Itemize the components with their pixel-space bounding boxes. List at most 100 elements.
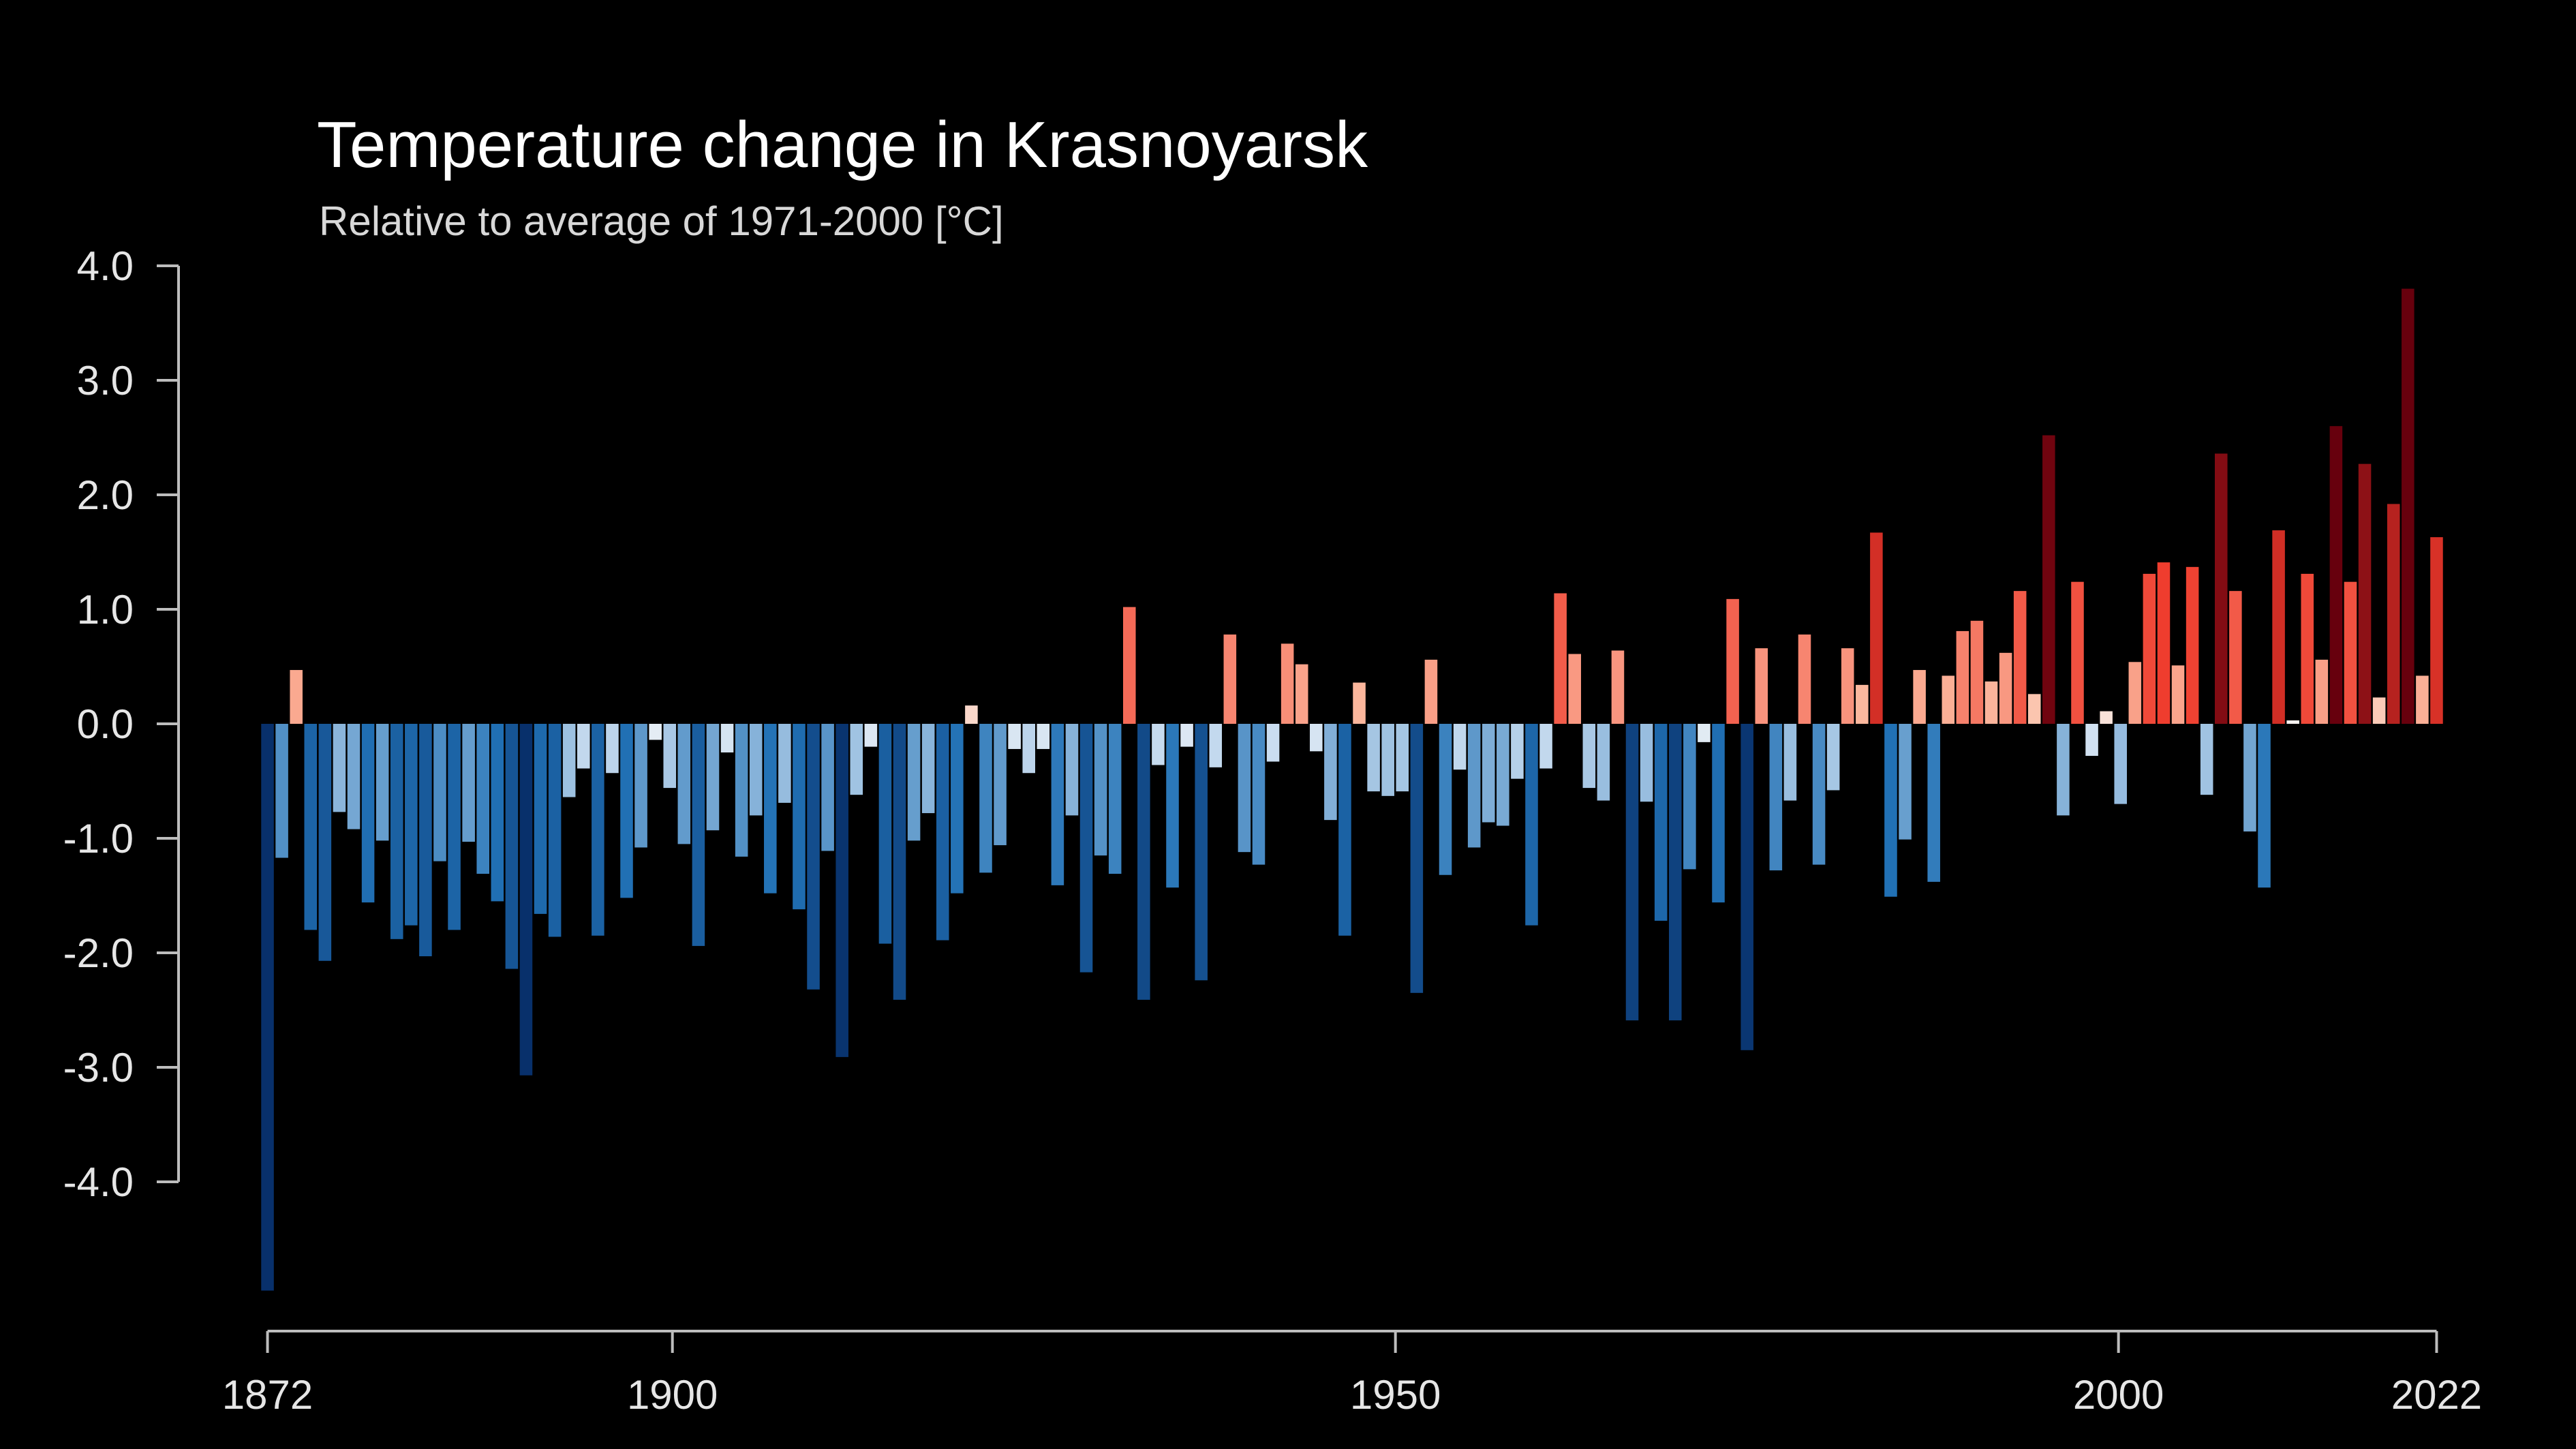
bar-1909 [793, 724, 806, 910]
bar-1917 [907, 724, 921, 841]
chart-subtitle: Relative to average of 1971-2000 [°C] [319, 198, 1004, 244]
bar-2021 [2402, 288, 2414, 724]
bar-1881 [390, 724, 403, 939]
bar-2014 [2301, 573, 2314, 724]
bar-1946 [1324, 724, 1337, 821]
bar-1932 [1123, 607, 1136, 724]
bar-1887 [476, 724, 489, 874]
x-tick-label: 1950 [1350, 1372, 1441, 1418]
bar-1945 [1310, 724, 1323, 752]
bar-1994 [2013, 591, 2027, 724]
bar-1895 [592, 724, 604, 936]
bar-1964 [1582, 724, 1596, 789]
bar-2017 [2344, 581, 2357, 724]
bar-1919 [936, 724, 949, 941]
bar-1910 [807, 724, 820, 990]
bar-1913 [850, 724, 863, 795]
bar-1942 [1266, 724, 1280, 762]
bar-1992 [1984, 681, 1998, 724]
bar-1958 [1497, 724, 1509, 826]
bar-1984 [1870, 532, 1883, 724]
bar-2010 [2243, 724, 2256, 832]
bar-1953 [1424, 659, 1438, 724]
bar-1999 [2085, 724, 2098, 757]
bar-2022 [2416, 675, 2429, 724]
bar-1903 [706, 724, 720, 831]
bar-1914 [864, 724, 878, 747]
bar-1877 [333, 724, 346, 812]
bar-1878 [347, 724, 361, 829]
bar-1874 [290, 670, 303, 724]
bar-1950 [1381, 724, 1394, 796]
bar-1899 [649, 724, 662, 740]
chart-title: Temperature change in Krasnoyarsk [317, 108, 1368, 181]
bar-1928 [1065, 724, 1079, 816]
bar-1920 [951, 724, 964, 894]
bar-1925 [1022, 724, 1035, 774]
y-tick-label: 1.0 [77, 587, 134, 632]
bar-1968 [1640, 724, 1653, 802]
bar-1927 [1051, 724, 1064, 885]
y-tick-label: -4.0 [63, 1159, 134, 1205]
bar-1955 [1453, 724, 1467, 770]
bar-1906 [749, 724, 763, 816]
bar-1965 [1597, 724, 1610, 801]
bar-1961 [1539, 724, 1552, 769]
bar-1921 [965, 705, 978, 724]
bar-2004 [2157, 562, 2171, 724]
bar-1948 [1353, 682, 1366, 724]
bar-1936 [1180, 724, 1193, 747]
bar-1971 [1683, 724, 1696, 870]
bar-1963 [1568, 654, 1581, 724]
bar-1915 [878, 724, 892, 944]
y-tick-label: 4.0 [77, 243, 134, 289]
y-tick-label: -2.0 [63, 930, 134, 976]
bar-1951 [1396, 724, 1409, 792]
bar-1960 [1525, 724, 1538, 926]
bar-2005 [2171, 665, 2185, 724]
bar-2012 [2272, 530, 2285, 724]
bar-1969 [1654, 724, 1668, 921]
bar-1988 [1927, 724, 1940, 882]
bar-1900 [663, 724, 677, 789]
bar-2023 [2430, 537, 2443, 724]
bar-1997 [2057, 724, 2070, 816]
bar-2002 [2128, 662, 2142, 724]
bar-1940 [1238, 724, 1251, 853]
bar-1904 [720, 724, 734, 752]
y-tick-label: 2.0 [77, 472, 134, 518]
bar-1935 [1166, 724, 1179, 888]
bar-1875 [304, 724, 318, 930]
y-axis: 4.0 3.0 2.0 1.0 0.0 -1.0 -2.0 -3.0 -4.0 [63, 243, 180, 1205]
y-tick-label: -3.0 [63, 1045, 134, 1090]
x-tick-label: 1900 [627, 1372, 718, 1418]
bar-2000 [2100, 711, 2113, 724]
bar-1975 [1741, 724, 1753, 1050]
bar-1911 [821, 724, 834, 851]
bar-1880 [375, 724, 389, 841]
bar-1916 [893, 724, 906, 1000]
bar-1933 [1137, 724, 1150, 1000]
bar-2015 [2315, 659, 2329, 724]
bar-1976 [1755, 648, 1768, 724]
bar-1973 [1712, 724, 1725, 903]
bar-2008 [2215, 453, 2228, 724]
bar-1979 [1798, 634, 1811, 724]
bar-1966 [1611, 650, 1625, 724]
bar-1959 [1511, 724, 1524, 779]
bar-1937 [1195, 724, 1208, 981]
bar-1934 [1152, 724, 1165, 765]
x-tick-label: 2000 [2073, 1372, 2164, 1418]
bar-1991 [1970, 620, 1984, 724]
bar-2011 [2258, 724, 2271, 888]
bar-1954 [1439, 724, 1452, 875]
bar-1883 [419, 724, 432, 957]
bar-2003 [2143, 573, 2156, 724]
bar-1902 [692, 724, 705, 946]
y-tick-label: 0.0 [77, 701, 134, 747]
bar-1892 [548, 724, 562, 937]
bar-1995 [2027, 694, 2041, 724]
x-tick-label: 1872 [222, 1372, 313, 1418]
bar-2006 [2186, 566, 2199, 724]
